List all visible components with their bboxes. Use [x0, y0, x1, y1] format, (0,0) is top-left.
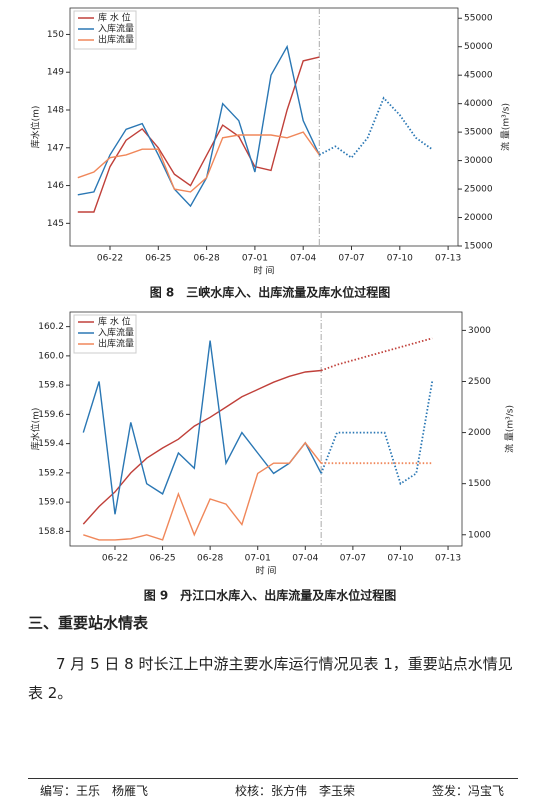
y2-axis-label: 流 量(m³/s) [504, 405, 516, 453]
x-tick-label: 07-10 [387, 554, 413, 564]
y-tick-label: 35000 [464, 128, 493, 138]
y-tick-label: 150 [47, 30, 64, 40]
x-tick-label: 07-07 [340, 554, 366, 564]
series-line [77, 131, 320, 193]
y-tick-label: 55000 [464, 14, 493, 24]
y-tick-label: 146 [47, 181, 64, 191]
chart-caption: 图 8 三峡水库入、出库流量及库水位过程图 [150, 285, 391, 300]
y-tick-label: 148 [47, 106, 64, 116]
footer-writer: 编写：王乐 杨雁飞 [40, 784, 149, 798]
series-line [82, 340, 322, 515]
y-tick-label: 45000 [464, 71, 493, 81]
y-axis-label: 库水位(m) [30, 106, 42, 149]
y-tick-label: 2000 [468, 428, 491, 438]
x-tick-label: 07-13 [435, 554, 461, 564]
y-tick-label: 15000 [464, 242, 493, 252]
series-line [320, 337, 433, 372]
y-tick-label: 1000 [468, 530, 491, 540]
x-tick-label: 07-04 [292, 554, 318, 564]
y-tick-label: 30000 [464, 156, 493, 166]
x-tick-label: 06-22 [97, 254, 123, 264]
x-tick-label: 06-25 [145, 254, 171, 264]
series-line [83, 441, 322, 541]
plot-frame [69, 7, 459, 247]
legend-label: 入库流量 [98, 23, 134, 35]
y-axis-label: 库水位(m) [30, 408, 42, 451]
y-tick-label: 40000 [464, 99, 493, 109]
series-line [77, 44, 320, 208]
x-tick-label: 07-01 [245, 554, 271, 564]
y-tick-label: 50000 [464, 42, 493, 52]
footer-rule [28, 778, 518, 779]
x-tick-label: 07-07 [338, 254, 364, 264]
x-tick-label: 07-13 [435, 254, 461, 264]
x-tick-label: 06-28 [194, 254, 220, 264]
x-tick-label: 06-28 [197, 554, 223, 564]
x-tick-label: 06-25 [149, 554, 175, 564]
y-tick-label: 2500 [468, 377, 491, 387]
y-tick-label: 149 [47, 68, 64, 78]
y-tick-label: 160.0 [38, 351, 64, 361]
y-tick-label: 20000 [464, 213, 493, 223]
series-line [77, 56, 320, 213]
y-tick-label: 159.0 [38, 498, 64, 508]
section-heading: 三、重要站水情表 [28, 614, 149, 632]
y-tick-label: 159.4 [38, 439, 64, 449]
y-tick-label: 1500 [468, 479, 491, 489]
footer-approver: 签发：冯宝飞 [432, 784, 505, 798]
y-tick-label: 159.6 [38, 410, 64, 420]
legend-box [73, 10, 137, 50]
plot-frame [69, 311, 463, 547]
chart-caption: 图 9 丹江口水库入、出库流量及库水位过程图 [144, 588, 397, 603]
x-axis-label: 时 间 [256, 565, 277, 577]
y-tick-label: 25000 [464, 185, 493, 195]
legend-label: 库 水 位 [98, 316, 131, 328]
y-tick-label: 160.2 [38, 322, 64, 332]
legend-label: 入库流量 [98, 327, 134, 339]
y-tick-label: 159.8 [38, 381, 64, 391]
y-tick-label: 3000 [468, 326, 491, 336]
y-tick-label: 145 [47, 219, 64, 229]
x-tick-label: 07-04 [290, 254, 316, 264]
legend-label: 出库流量 [98, 34, 134, 46]
x-tick-label: 07-10 [387, 254, 413, 264]
x-axis-label: 时 间 [254, 265, 275, 277]
x-tick-label: 07-01 [242, 254, 268, 264]
series-line [320, 381, 434, 486]
paragraph: 7 月 5 日 8 时长江上中游主要水库运行情况见表 1，重要站点水情见表 2。 [28, 655, 513, 702]
y-tick-label: 159.2 [38, 468, 64, 478]
x-tick-label: 06-22 [102, 554, 128, 564]
legend-label: 库 水 位 [98, 12, 131, 24]
y-tick-label: 147 [47, 143, 64, 153]
series-line [82, 369, 322, 525]
legend-label: 出库流量 [98, 338, 134, 350]
footer-reviewer: 校核：张方伟 李玉荣 [235, 784, 356, 798]
y2-axis-label: 流 量(m³/s) [500, 103, 512, 151]
y-tick-label: 158.8 [38, 527, 64, 537]
series-line [318, 96, 433, 159]
